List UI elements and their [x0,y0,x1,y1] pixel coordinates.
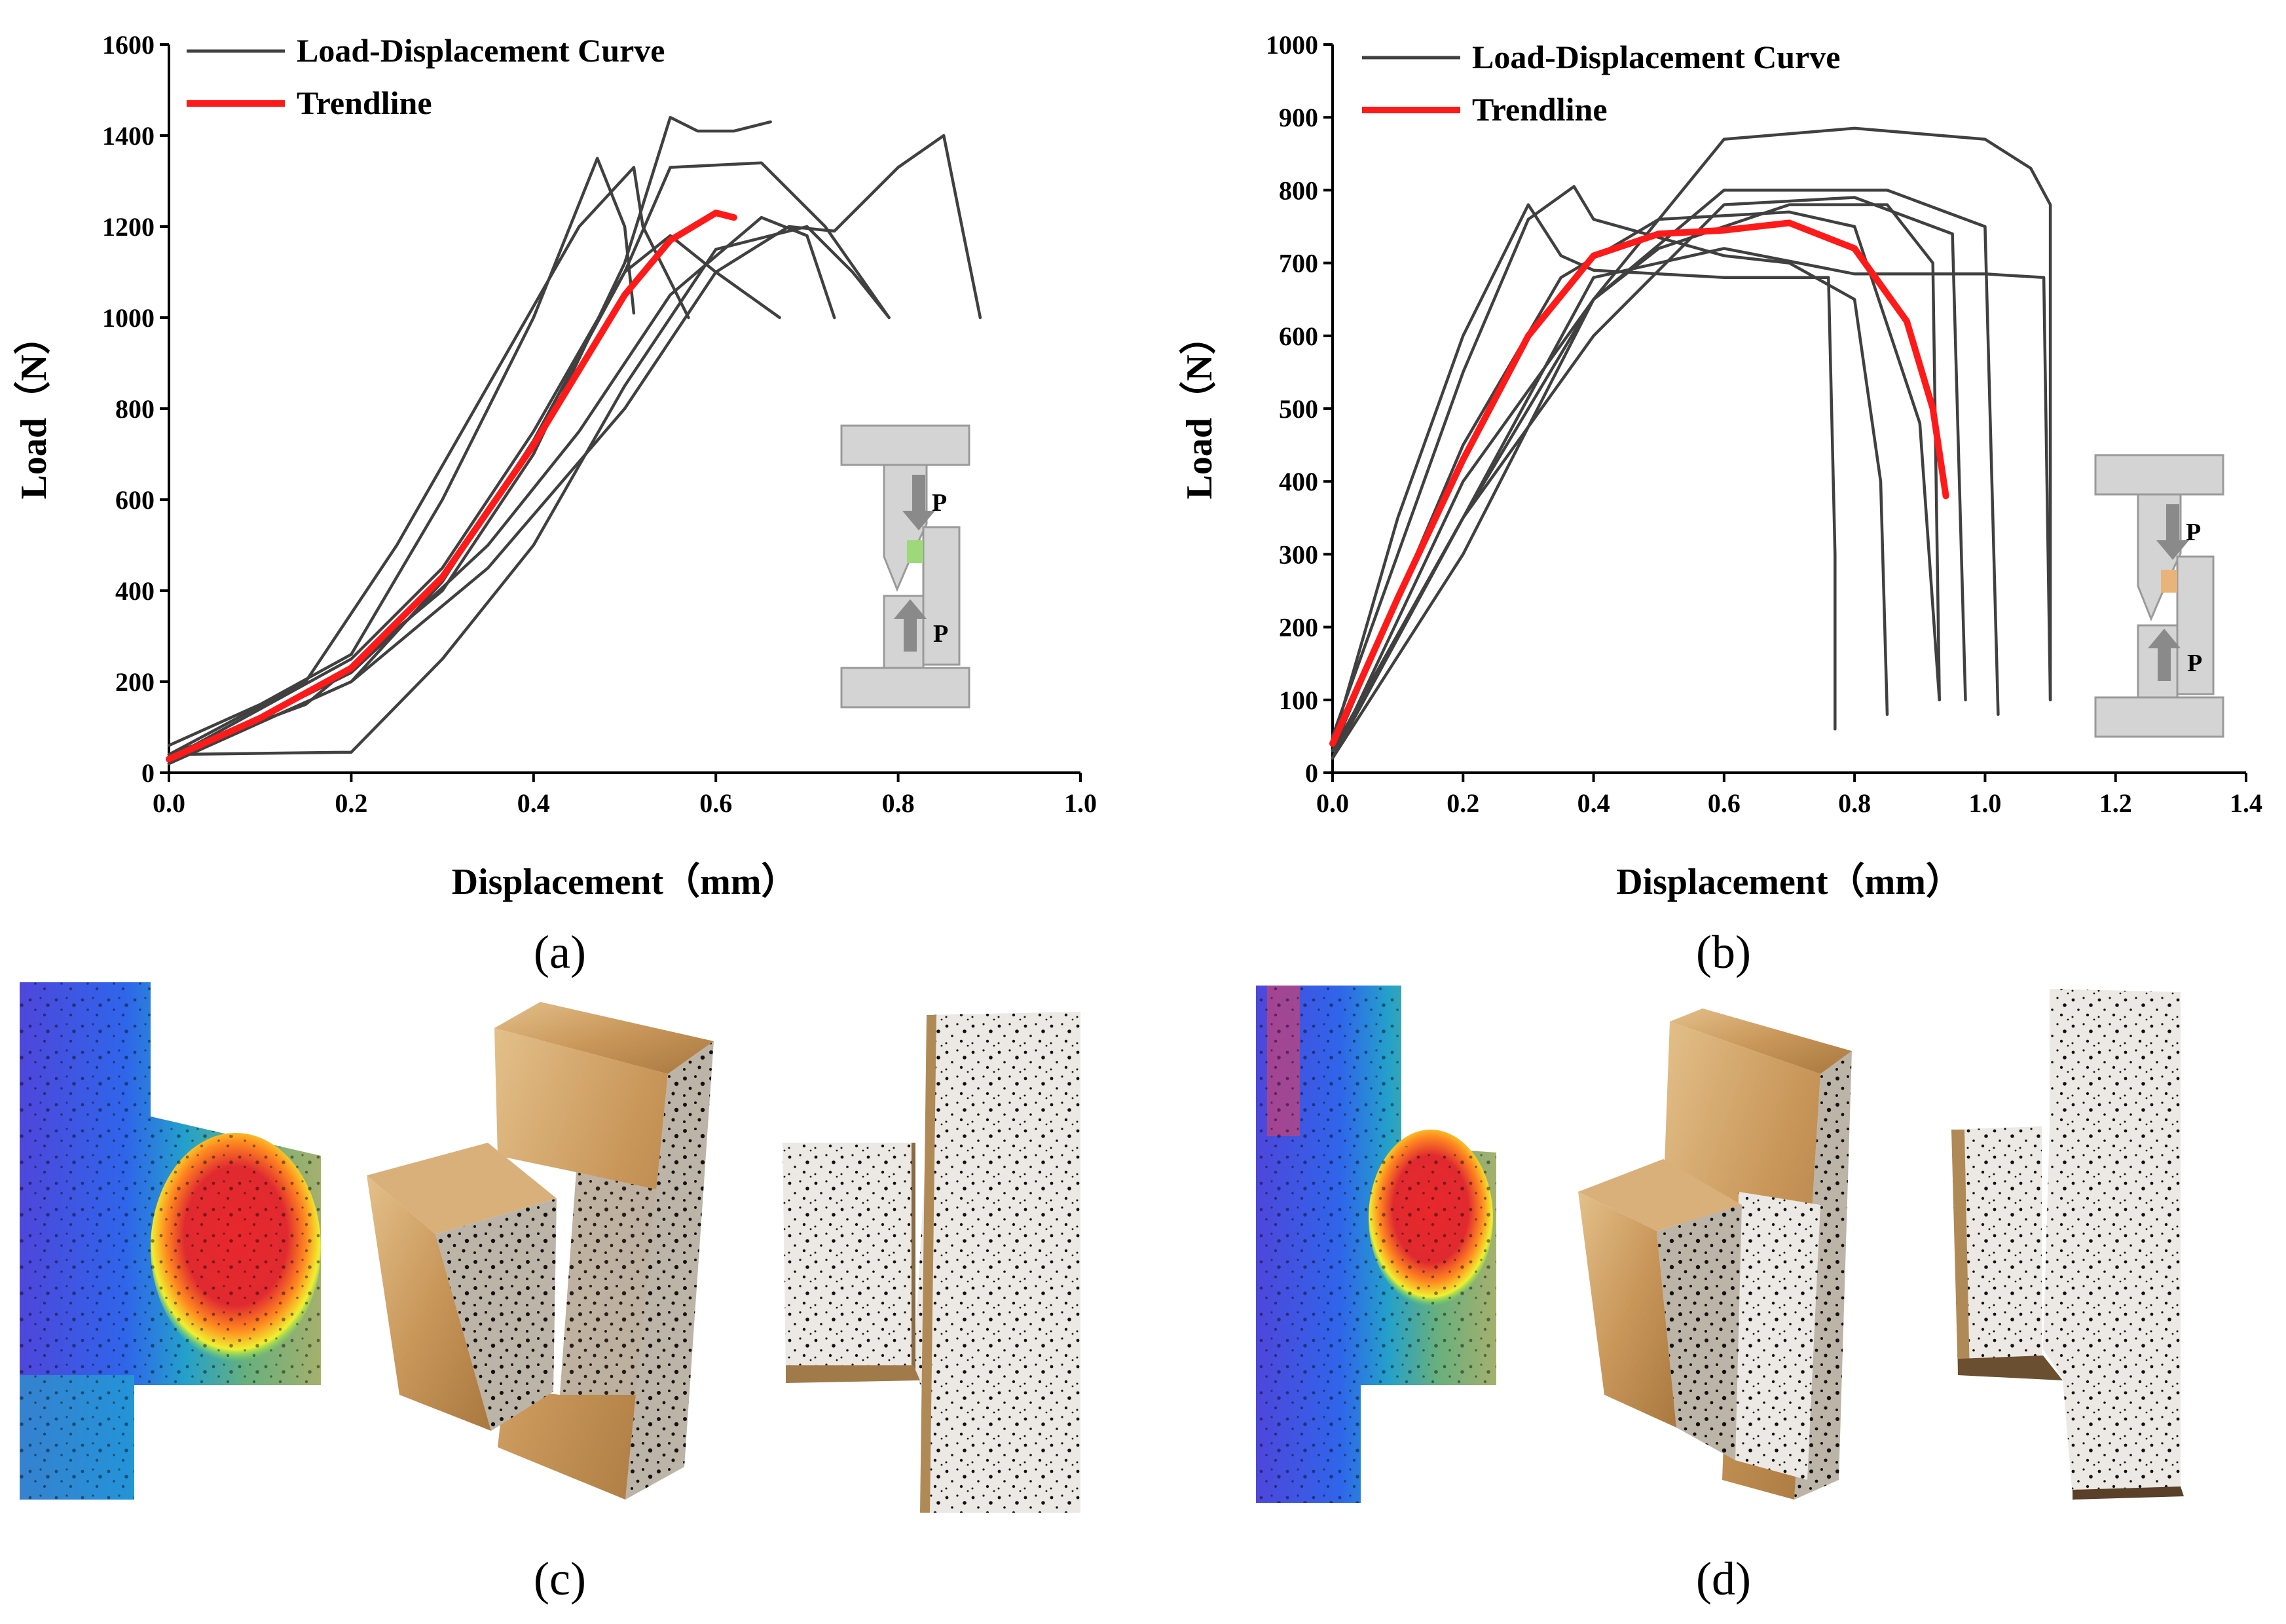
y-tick-label: 100 [1279,686,1318,715]
load-arrow-down-icon [2156,504,2189,560]
failed-specimen-photo-d [1578,1008,1852,1500]
y-axis-label: Load（N） [1179,318,1220,500]
test-fixture-inset: PP [2094,454,2224,738]
legend: Load-Displacement Curve Trendline [1362,39,1840,128]
specimen-joint [2161,570,2177,593]
load-displacement-series-2 [1331,185,1889,738]
load-label-p-bottom: P [933,620,948,648]
x-tick-label: 0.8 [1838,788,1871,818]
y-tick-label: 1000 [1266,30,1318,60]
panel-c-images: (c) [20,982,1080,1605]
x-tick-label: 0.6 [1708,788,1741,818]
failed-specimen-side-d [1951,989,2184,1500]
load-displacement-series-3 [167,115,772,756]
y-tick-label: 1200 [102,212,155,242]
fixture-lower-block [2176,555,2215,695]
failed-specimen-side-c [783,1012,1080,1513]
load-displacement-series-6 [167,215,836,766]
x-axis-label: Displacement（mm） [1616,861,1963,902]
x-tick-label: 1.0 [1064,788,1097,818]
y-axis-label: Load（N） [13,318,54,500]
y-tick-label: 600 [1279,322,1318,351]
legend-label-curve: Load-Displacement Curve [1472,39,1840,75]
x-tick-label: 0.4 [517,788,550,818]
y-tick-label: 600 [115,485,155,515]
load-arrow-down-icon [902,475,935,530]
y-tick-label: 300 [1279,540,1318,569]
fixture-top-plate [840,424,970,466]
x-tick-label: 0.4 [1577,788,1610,818]
load-arrow-up-icon [894,599,927,652]
x-tick-label: 0.0 [1316,788,1349,818]
y-tick-label: 200 [115,667,155,697]
test-fixture-inset: PP [840,424,970,709]
load-label-p-top: P [932,489,947,517]
y-tick-label: 0 [1305,758,1318,788]
y-tick-label: 400 [1279,467,1318,496]
panel-label-d: (d) [1696,1553,1751,1605]
load-displacement-series-8 [1331,247,2052,760]
legend: Load-Displacement Curve Trendline [187,32,665,121]
x-tick-label: 0.2 [1447,788,1479,818]
fixture-top-plate [2094,454,2224,496]
failed-specimen-photo-c [367,1002,714,1500]
panel-label-a: (a) [534,926,586,978]
y-tick-label: 0 [141,758,155,788]
panel-label-b: (b) [1696,926,1751,978]
y-tick-label: 200 [1279,613,1318,642]
chart-a: 0 200 400 600 800 1000 1200 1400 1600 0.0 0.2 0.4 0.… [13,30,1097,902]
fixture-bottom-plate [2094,696,2224,738]
x-tick-label: 1.0 [1968,788,2001,818]
legend-label-trendline: Trendline [1472,91,1608,128]
chart-b: 0 100 200 300 400 500 600 700 800 900 1000 0.0 0.2 0.… [1179,30,2262,902]
panel-d-images: (d) [1256,986,2184,1605]
load-arrow-up-icon [2148,629,2181,681]
load-label-p-top: P [2186,519,2201,546]
y-tick-label: 1600 [102,30,155,60]
y-tick-label: 500 [1279,394,1318,424]
legend-label-curve: Load-Displacement Curve [297,32,665,69]
load-displacement-series-5 [167,225,891,756]
load-displacement-series-2 [167,166,690,756]
load-displacement-series-3 [1331,210,1941,752]
dic-strain-map-d [1256,986,1496,1503]
y-tick-label: 800 [1279,175,1318,205]
x-tick-label: 0.2 [335,788,367,818]
load-label-p-bottom: P [2187,650,2202,677]
y-tick-label: 700 [1279,249,1318,278]
fixture-bottom-plate [840,667,970,709]
x-tick-label: 0.0 [153,788,185,818]
y-tick-label: 900 [1279,103,1318,132]
load-displacement-series-8 [167,234,781,766]
load-displacement-series-4 [1331,203,1941,760]
x-tick-label: 1.4 [2230,788,2262,818]
x-tick-label: 0.6 [699,788,732,818]
load-displacement-series-1 [1331,203,1837,745]
specimen-joint [907,540,923,563]
dic-strain-map-c [20,982,321,1500]
x-axis-label: Displacement（mm） [452,861,798,902]
y-tick-label: 400 [115,576,155,606]
legend-label-trendline: Trendline [297,84,432,121]
load-displacement-series-7 [167,134,982,766]
panel-label-c: (c) [534,1553,586,1605]
trendline-series [1329,219,1949,747]
load-displacement-series-7 [1331,126,2052,760]
x-tick-label: 0.8 [882,788,915,818]
load-displacement-series-1 [167,157,636,747]
y-tick-label: 800 [115,394,155,424]
x-tick-label: 1.2 [2099,788,2132,818]
y-tick-label: 1000 [102,303,155,333]
y-tick-label: 1400 [102,121,155,151]
trendline-series [166,210,737,763]
